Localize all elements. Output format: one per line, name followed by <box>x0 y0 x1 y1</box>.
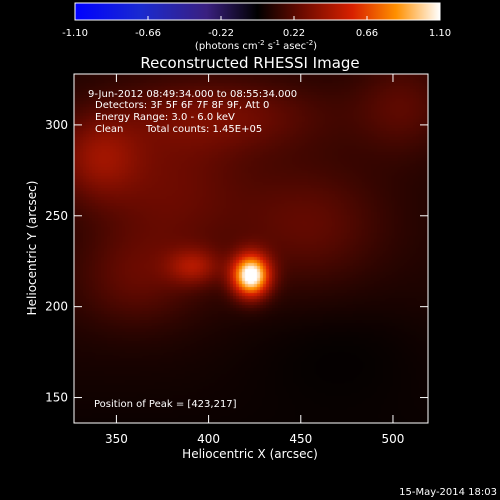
heatmap-image <box>74 74 428 423</box>
x-tick-label: 500 <box>382 432 405 446</box>
annotation-time: 9-Jun-2012 08:49:34.000 to 08:55:34.000 <box>88 89 297 100</box>
colorbar-unit-label: (photons cm-2 s-1 asec-2) <box>195 39 317 52</box>
y-tick-label: 150 <box>45 391 68 405</box>
annotation-energy: Energy Range: 3.0 - 6.0 keV <box>95 112 235 123</box>
y-axis-ticks: 150 200 250 300 <box>45 118 428 405</box>
footer-date: 15-May-2014 18:03 <box>399 487 497 498</box>
colorbar <box>74 2 441 21</box>
chart-title: Reconstructed RHESSI Image <box>140 54 359 72</box>
colorbar-tick-label: 1.10 <box>429 28 451 39</box>
y-axis-label: Heliocentric Y (arcsec) <box>25 181 39 316</box>
annotation-total-counts: Total counts: 1.45E+05 <box>145 124 262 135</box>
x-axis-ticks: 350 400 450 500 <box>105 74 404 446</box>
plot-frame <box>73 73 429 424</box>
peak-position-label: Position of Peak = [423,217] <box>94 399 237 410</box>
y-tick-label: 250 <box>45 209 68 223</box>
annotation-clean: Clean <box>95 124 123 135</box>
colorbar-tick-label: -0.66 <box>135 28 161 39</box>
annotation-detectors: Detectors: 3F 5F 6F 7F 8F 9F, Att 0 <box>95 100 269 111</box>
x-tick-label: 400 <box>197 432 220 446</box>
y-tick-label: 200 <box>45 300 68 314</box>
x-tick-label: 350 <box>105 432 128 446</box>
x-tick-label: 450 <box>289 432 312 446</box>
colorbar-tick-label: -1.10 <box>62 28 88 39</box>
colorbar-tick-label: 0.22 <box>283 28 305 39</box>
x-axis-label: Heliocentric X (arcsec) <box>182 447 318 461</box>
y-tick-label: 300 <box>45 118 68 132</box>
colorbar-ticks: -1.10 -0.66 -0.22 0.22 0.66 1.10 <box>62 16 451 39</box>
colorbar-tick-label: -0.22 <box>208 28 234 39</box>
colorbar-tick-label: 0.66 <box>356 28 378 39</box>
